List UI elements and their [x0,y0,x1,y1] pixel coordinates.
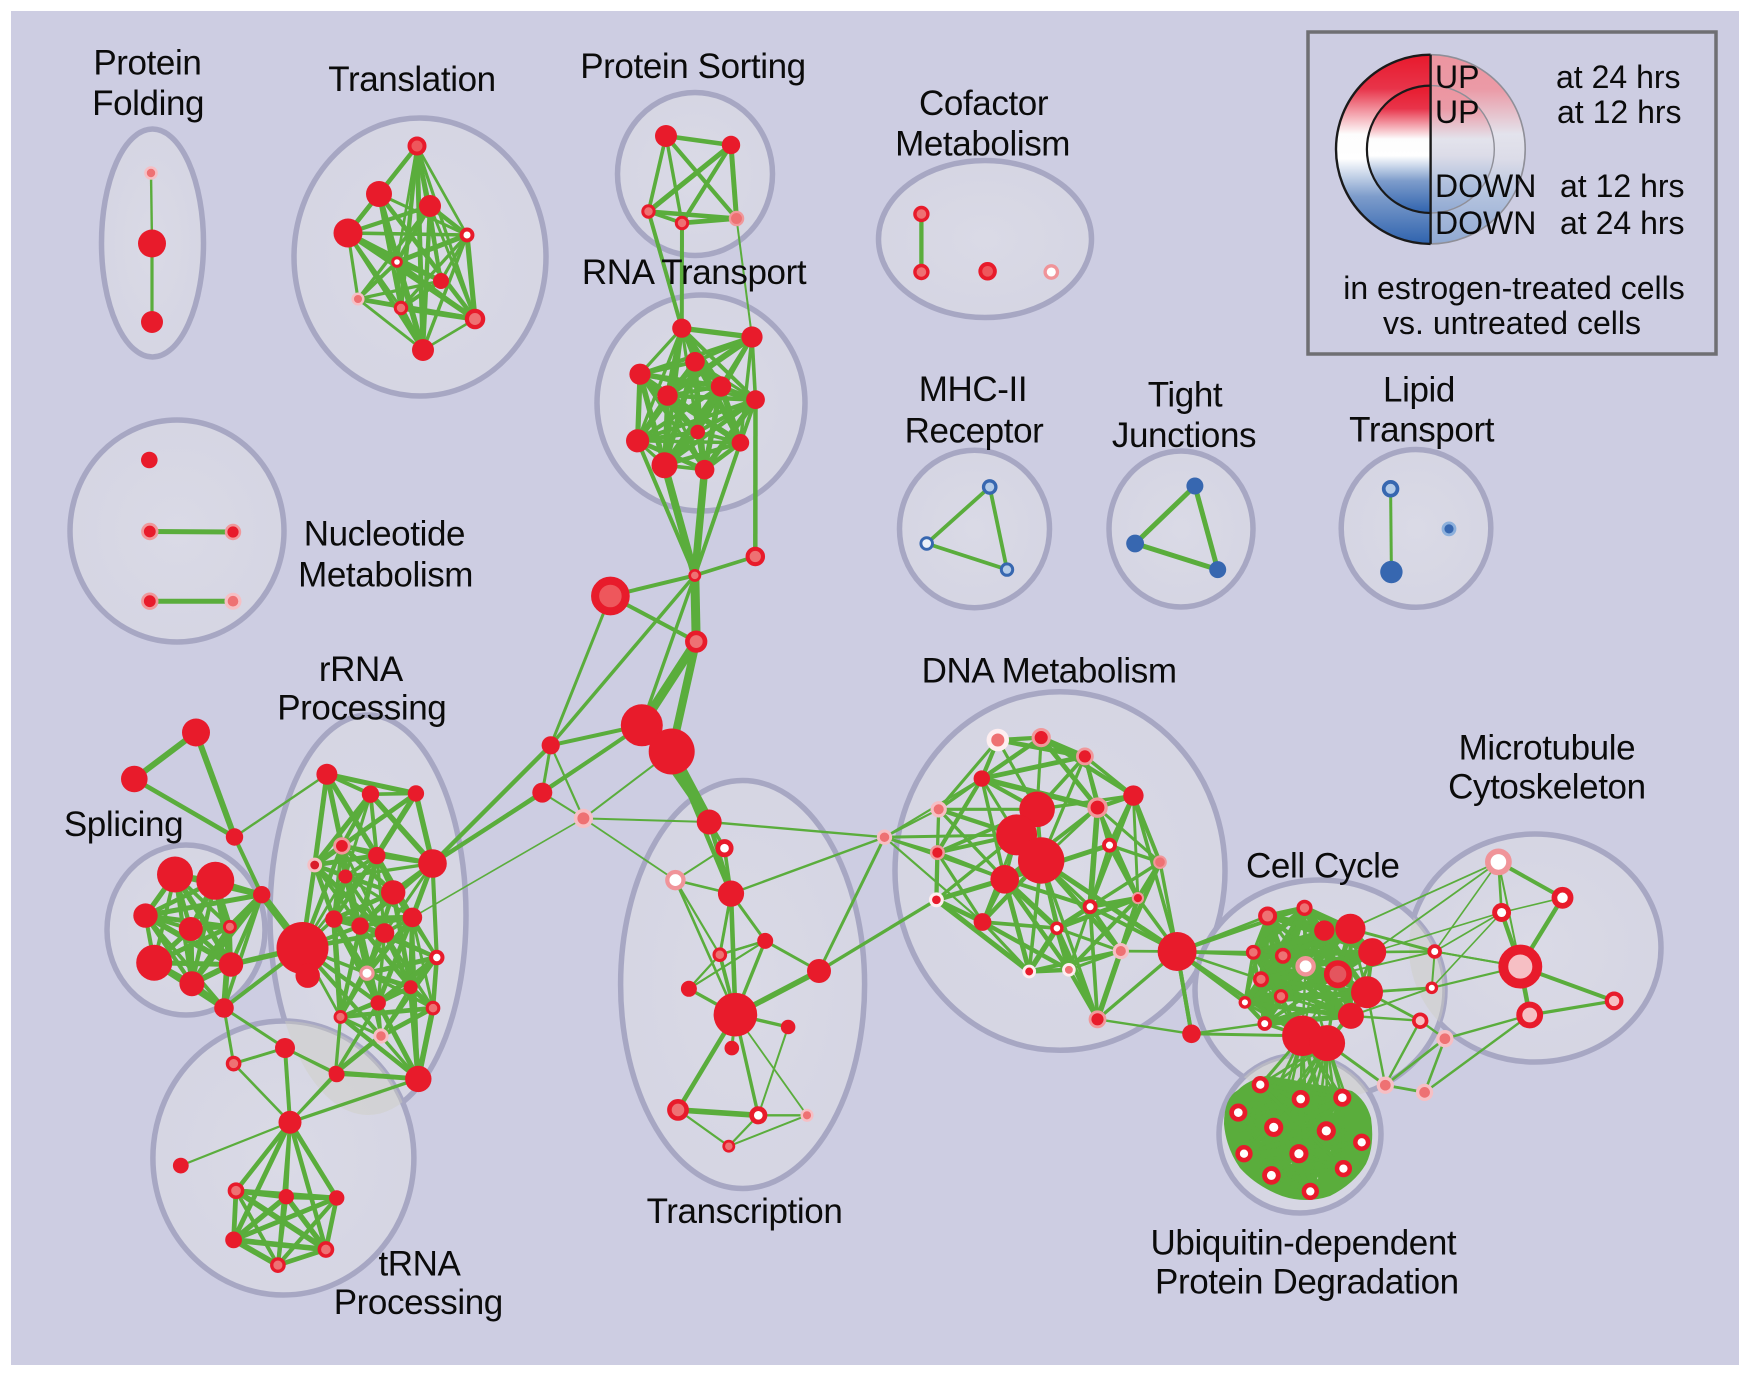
svg-text:Protein: Protein [93,44,201,83]
svg-text:Processing: Processing [277,688,446,727]
svg-text:UP: UP [1435,59,1479,95]
svg-text:rRNA: rRNA [319,650,404,689]
svg-text:DOWN: DOWN [1435,205,1536,241]
svg-text:Lipid: Lipid [1383,371,1455,410]
svg-text:Transcription: Transcription [647,1192,843,1231]
svg-text:Cell Cycle: Cell Cycle [1246,846,1400,885]
svg-text:Folding: Folding [92,84,204,123]
svg-text:Tight: Tight [1148,376,1223,415]
svg-text:Translation: Translation [328,60,495,99]
svg-text:DOWN: DOWN [1435,168,1536,204]
svg-text:tRNA: tRNA [378,1245,461,1284]
svg-text:Microtubule: Microtubule [1459,728,1636,767]
svg-text:at 12 hrs: at 12 hrs [1557,94,1682,130]
svg-text:RNA Transport: RNA Transport [582,253,807,292]
svg-text:vs. untreated cells: vs. untreated cells [1383,305,1641,341]
svg-text:Junctions: Junctions [1112,416,1256,455]
svg-text:in estrogen-treated cells: in estrogen-treated cells [1343,270,1685,306]
svg-text:MHC-II: MHC-II [919,370,1027,409]
svg-text:Nucleotide: Nucleotide [304,515,465,554]
svg-text:DNA Metabolism: DNA Metabolism [922,651,1177,690]
svg-text:Protein Sorting: Protein Sorting [580,47,806,86]
svg-text:at 12 hrs: at 12 hrs [1560,168,1685,204]
svg-text:Cofactor: Cofactor [919,84,1049,123]
svg-text:Processing: Processing [334,1283,503,1322]
svg-text:at 24 hrs: at 24 hrs [1556,59,1681,95]
svg-text:Metabolism: Metabolism [895,124,1070,163]
svg-text:Receptor: Receptor [905,412,1045,451]
svg-text:Cytoskeleton: Cytoskeleton [1448,767,1646,806]
svg-text:UP: UP [1435,94,1479,130]
svg-text:Transport: Transport [1349,411,1495,450]
svg-text:Ubiquitin-dependent: Ubiquitin-dependent [1151,1224,1457,1263]
svg-text:Splicing: Splicing [64,805,183,844]
svg-text:Protein Degradation: Protein Degradation [1155,1263,1459,1302]
svg-text:Metabolism: Metabolism [298,556,473,595]
svg-text:at 24 hrs: at 24 hrs [1560,205,1685,241]
